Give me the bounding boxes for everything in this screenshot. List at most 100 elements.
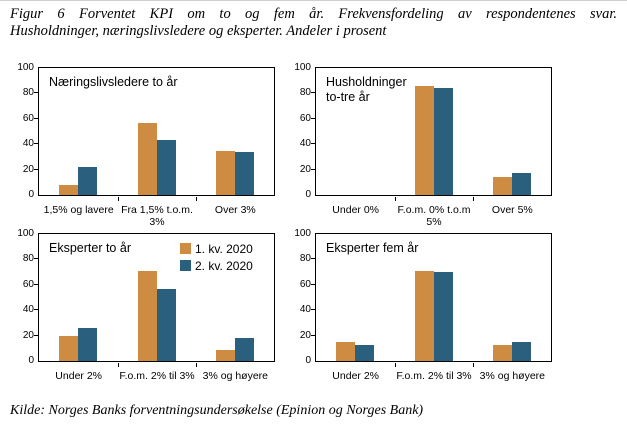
legend-swatch-icon bbox=[180, 260, 191, 271]
bar-kv1 bbox=[59, 184, 79, 195]
y-axis-tick-label: 0 bbox=[28, 355, 34, 366]
x-axis-category-label: Under 2% bbox=[332, 370, 379, 382]
y-axis-tick-label: 40 bbox=[22, 138, 34, 150]
plot-area bbox=[315, 233, 552, 362]
y-axis-tick-label: 0 bbox=[305, 355, 311, 366]
bar-kv1 bbox=[492, 344, 512, 361]
y-axis-tick-mark bbox=[34, 92, 38, 94]
y-axis-tick-label: 20 bbox=[299, 163, 311, 175]
y-axis-tick-label: 20 bbox=[22, 163, 34, 175]
x-axis-category-line: 5% bbox=[426, 216, 442, 228]
y-axis-tick-mark bbox=[34, 168, 38, 170]
x-axis-category-line: Under 2% bbox=[332, 370, 380, 382]
x-axis-tick-mark bbox=[394, 197, 396, 201]
plot-area bbox=[315, 67, 552, 196]
x-axis-category-line: 3% og høyere bbox=[202, 370, 269, 382]
chart-title-line: Næringslivsledere to år bbox=[49, 75, 178, 89]
bar-kv1 bbox=[414, 85, 434, 195]
chart-husholdninger-to-tre-aar: 0 20 40 60 80 100 Under 0% F.o.m. 0% t.o.m 5% Ove… bbox=[285, 62, 585, 228]
bar-kv1 bbox=[336, 341, 356, 361]
x-axis-category-line: Fra 1,5% t.o.m. bbox=[121, 204, 193, 216]
bar-kv2 bbox=[433, 272, 453, 361]
x-axis-category-label: 3% og høyere bbox=[480, 370, 545, 382]
y-axis-tick-mark bbox=[311, 334, 315, 336]
bar-kv2 bbox=[78, 327, 98, 361]
legend-label: 2. kv. 2020 bbox=[195, 258, 253, 273]
chart-title: Eksperter fem år bbox=[326, 241, 418, 256]
x-axis-tick-mark bbox=[473, 197, 475, 201]
x-axis-category-label: Under 0% bbox=[332, 204, 379, 216]
x-axis-category-line: 3% og høyere bbox=[479, 370, 546, 382]
x-axis-category-label: F.o.m. 2% til 3% bbox=[396, 370, 471, 382]
bar-kv2 bbox=[234, 338, 254, 361]
x-axis-category-line: F.o.m. 2% til 3% bbox=[119, 370, 195, 382]
chart-title: Næringslivsledere to år bbox=[49, 75, 178, 90]
legend-item: 2. kv. 2020 bbox=[180, 257, 253, 274]
bar-kv1 bbox=[137, 122, 157, 195]
legend-item: 1. kv. 2020 bbox=[180, 240, 253, 257]
x-axis-category-label: 1,5% og lavere bbox=[44, 204, 114, 216]
figure-title: Figur 6 Forventet KPI om to og fem år. F… bbox=[10, 6, 617, 40]
chart-naeringslivsledere-to-aar: 0 20 40 60 80 100 1,5% og lavere Fra 1,5% t.o.m… bbox=[8, 62, 308, 228]
bar-kv2 bbox=[156, 140, 176, 195]
x-axis-category-label: Fra 1,5% t.o.m. 3% bbox=[121, 204, 193, 228]
bar-kv1 bbox=[492, 177, 512, 195]
x-axis-tick-mark bbox=[196, 197, 198, 201]
legend-label: 1. kv. 2020 bbox=[195, 241, 253, 256]
y-axis-tick-label: 80 bbox=[22, 253, 34, 265]
x-axis-category-label: F.o.m. 0% t.o.m 5% bbox=[398, 204, 471, 228]
y-axis-tick-label: 80 bbox=[22, 87, 34, 99]
x-axis-tick-mark bbox=[196, 363, 198, 367]
y-axis-tick-label: 20 bbox=[22, 329, 34, 341]
x-axis-category-line: Over 3% bbox=[214, 204, 256, 216]
y-axis-tick-label: 80 bbox=[299, 253, 311, 265]
y-axis-tick-label: 60 bbox=[299, 278, 311, 290]
x-axis-category-label: Under 2% bbox=[55, 370, 102, 382]
bar-kv2 bbox=[511, 173, 531, 195]
y-axis-tick-label: 60 bbox=[299, 112, 311, 124]
x-axis-tick-mark bbox=[117, 363, 119, 367]
x-axis-tick-mark bbox=[473, 363, 475, 367]
x-axis-category-label: F.o.m. 2% til 3% bbox=[119, 370, 194, 382]
figure-title-line1: Figur 6 Forventet KPI om to og fem år. F… bbox=[10, 6, 617, 22]
y-axis-tick-mark bbox=[311, 309, 315, 311]
x-axis-category-line: Under 0% bbox=[332, 204, 380, 216]
y-axis-tick-label: 100 bbox=[17, 62, 34, 73]
y-axis-tick-label: 40 bbox=[299, 138, 311, 150]
y-axis-tick-mark bbox=[311, 283, 315, 285]
plot-area bbox=[38, 233, 275, 362]
y-axis-tick-label: 0 bbox=[305, 189, 311, 200]
legend-swatch-icon bbox=[180, 243, 191, 254]
bar-kv2 bbox=[511, 341, 531, 361]
y-axis-tick-label: 40 bbox=[299, 304, 311, 316]
x-axis-category-line: Under 2% bbox=[55, 370, 103, 382]
bar-kv2 bbox=[433, 88, 453, 195]
bar-kv2 bbox=[156, 288, 176, 361]
y-axis-tick-mark bbox=[311, 92, 315, 94]
bar-kv2 bbox=[355, 344, 375, 361]
bar-kv2 bbox=[78, 167, 98, 195]
y-axis-tick-label: 100 bbox=[294, 62, 311, 73]
bar-kv1 bbox=[59, 335, 79, 361]
x-axis-tick-mark bbox=[117, 197, 119, 201]
legend: 1. kv. 2020 2. kv. 2020 bbox=[180, 240, 253, 274]
y-axis-tick-mark bbox=[34, 143, 38, 145]
chart-title: Eksperter to år bbox=[49, 241, 131, 256]
bar-kv1 bbox=[215, 349, 235, 361]
y-axis-tick-mark bbox=[311, 168, 315, 170]
x-axis-category-line: 3% bbox=[149, 216, 165, 228]
bar-kv2 bbox=[234, 151, 254, 195]
y-axis-tick-label: 60 bbox=[22, 112, 34, 124]
x-axis-category-line: F.o.m. 0% t.o.m bbox=[397, 204, 471, 216]
plot-area bbox=[38, 67, 275, 196]
chart-title-line: Eksperter to år bbox=[49, 241, 131, 255]
y-axis-tick-label: 60 bbox=[22, 278, 34, 290]
y-axis-tick-mark bbox=[311, 258, 315, 260]
y-axis-tick-label: 0 bbox=[28, 189, 34, 200]
chart-title-line: Eksperter fem år bbox=[326, 241, 419, 255]
y-axis-tick-mark bbox=[34, 117, 38, 119]
x-axis-category-label: Over 3% bbox=[215, 204, 256, 216]
y-axis-tick-label: 100 bbox=[294, 228, 311, 239]
chart-title-line: Husholdninger bbox=[326, 75, 407, 89]
